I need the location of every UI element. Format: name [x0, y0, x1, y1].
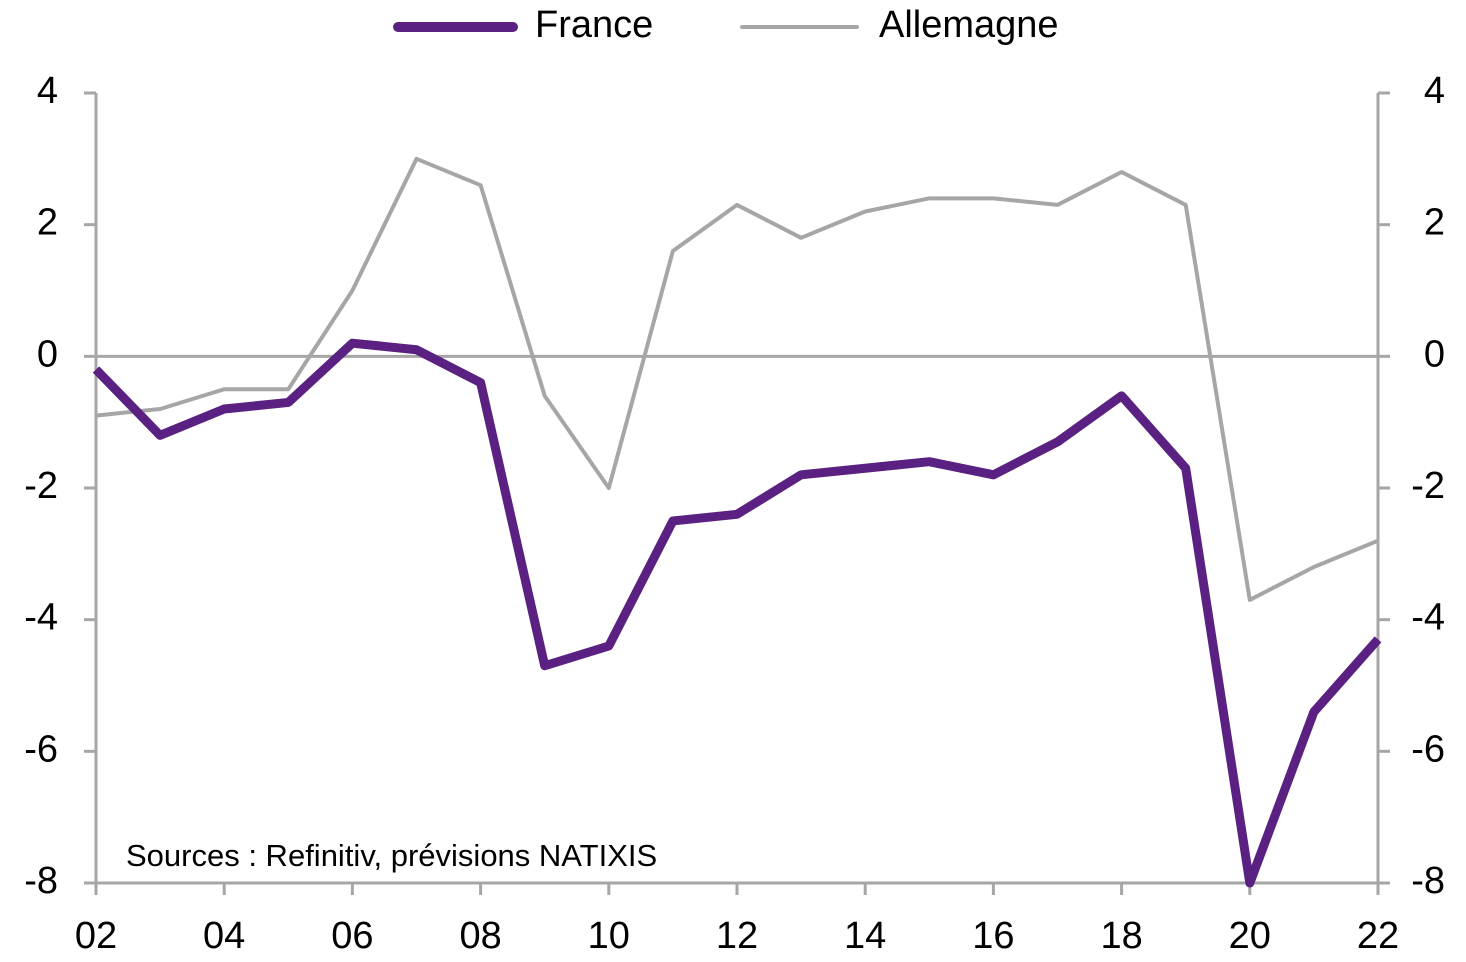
source-note: Sources : Refinitiv, prévisions NATIXIS: [126, 838, 657, 873]
y-tick-label: -6: [24, 728, 58, 770]
x-tick-label: 18: [1100, 915, 1142, 957]
y2-tick-label: 2: [1424, 202, 1445, 244]
x-tick-label: 02: [75, 915, 117, 957]
x-tick-label: 20: [1229, 915, 1271, 957]
y2-tick-label: 4: [1424, 70, 1445, 112]
y2-tick-label: 0: [1424, 333, 1445, 375]
y-tick-label: -8: [24, 860, 58, 902]
x-tick-label: 08: [459, 915, 501, 957]
x-tick-label: 22: [1357, 915, 1399, 957]
y2-tick-label: -4: [1411, 597, 1445, 639]
legend-label: France: [535, 4, 653, 46]
series-line: [95, 156, 1379, 602]
series-line: [92, 338, 1382, 888]
x-tick-label: 16: [972, 915, 1014, 957]
y2-tick-label: -2: [1411, 465, 1445, 507]
y-tick-label: -2: [24, 465, 58, 507]
y-tick-label: -4: [24, 597, 58, 639]
y-tick-label: 4: [37, 70, 58, 112]
x-tick-label: 04: [203, 915, 245, 957]
x-tick-label: 14: [844, 915, 886, 957]
legend-label: Allemagne: [879, 4, 1059, 46]
y-tick-label: 0: [37, 333, 58, 375]
x-tick-label: 06: [331, 915, 373, 957]
y2-tick-label: -6: [1411, 728, 1445, 770]
y2-tick-label: -8: [1411, 860, 1445, 902]
x-tick-label: 12: [716, 915, 758, 957]
y-tick-label: 2: [37, 202, 58, 244]
x-tick-label: 10: [588, 915, 630, 957]
